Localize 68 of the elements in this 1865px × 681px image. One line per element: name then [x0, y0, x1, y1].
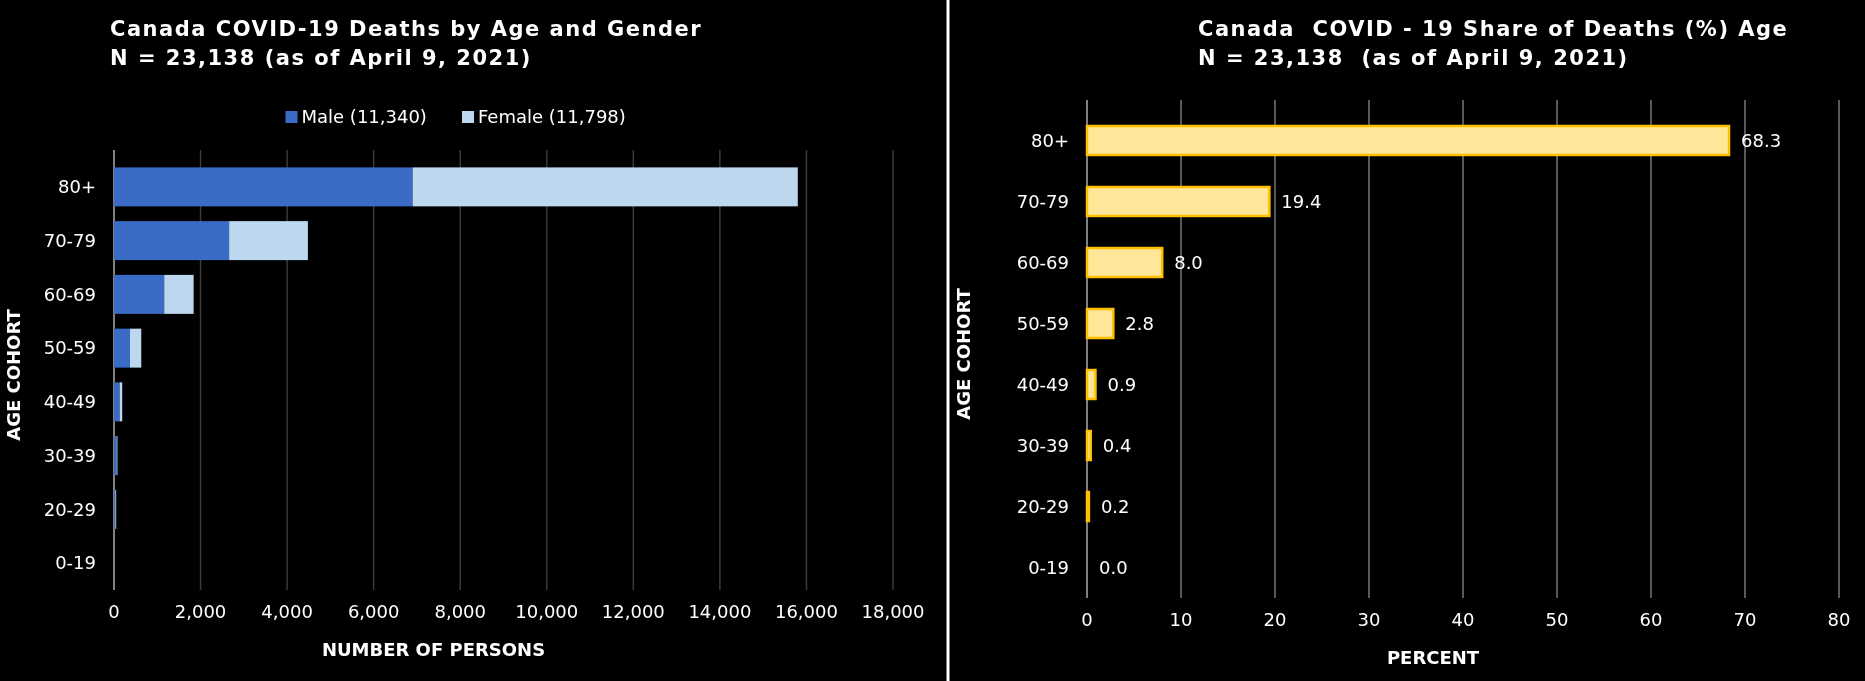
text: 0.4: [1102, 434, 1132, 456]
bar: [412, 167, 798, 207]
text: 0.2: [1100, 495, 1130, 517]
y-tick-label: 50-59: [1016, 312, 1069, 334]
text: 2.8: [1125, 312, 1154, 334]
bar: [1085, 185, 1271, 218]
bar: [114, 328, 131, 368]
x-tick-label: 80: [1827, 609, 1851, 630]
y-tick-label: 70-79: [1016, 190, 1069, 212]
text: 68.3: [1741, 129, 1782, 151]
chart-title: Canada COVID - 19 Share of Deaths (%) Age: [1198, 17, 1789, 41]
y-tick-label: 50-59: [43, 337, 96, 359]
y-axis-title: AGE COHORT: [3, 308, 24, 441]
x-tick-label: 50: [1545, 609, 1569, 630]
bar: [114, 382, 120, 422]
y-tick-label: 40-49: [43, 391, 96, 413]
text: 19.4: [1281, 190, 1322, 212]
x-axis-title: PERCENT: [1386, 647, 1480, 668]
y-axis-title: AGE COHORT: [953, 287, 974, 420]
y-tick-label: 80+: [1031, 129, 1069, 151]
bar: [1085, 368, 1097, 401]
bar: [1085, 124, 1731, 157]
legend-label: Female (11,798): [478, 106, 626, 128]
x-tick-label: 20: [1263, 609, 1287, 630]
y-tick-label: 80+: [58, 176, 96, 198]
text: 8.0: [1174, 251, 1203, 273]
x-tick-label: 18,000: [861, 601, 925, 622]
y-tick-label: 0-19: [1028, 556, 1069, 578]
chart-title: Canada COVID-19 Deaths by Age and Gender: [110, 17, 703, 41]
x-tick-label: 60: [1639, 609, 1663, 630]
y-tick-label: 30-39: [1016, 434, 1069, 456]
y-tick-label: 20-29: [43, 498, 96, 520]
x-axis-title: NUMBER OF PERSONS: [321, 639, 546, 660]
bar: [1085, 246, 1164, 279]
y-tick-label: 20-29: [1016, 495, 1069, 517]
x-tick-label: 0: [108, 601, 120, 622]
x-tick-label: 16,000: [774, 601, 838, 622]
bar: [130, 328, 142, 368]
bar: [1085, 307, 1115, 340]
bar: [114, 274, 165, 314]
chart-subtitle: N = 23,138 (as of April 9, 2021): [110, 46, 532, 70]
y-tick-label: 0-19: [55, 552, 96, 574]
x-tick-label: 2,000: [174, 601, 227, 622]
x-tick-label: 10,000: [515, 601, 579, 622]
x-tick-label: 40: [1451, 609, 1475, 630]
y-tick-label: 40-49: [1016, 373, 1069, 395]
text: 0.9: [1107, 373, 1137, 395]
text: 0.0: [1099, 556, 1128, 578]
x-tick-label: 12,000: [601, 601, 665, 622]
x-tick-label: 70: [1733, 609, 1757, 630]
x-tick-label: 0: [1081, 609, 1093, 630]
y-tick-label: 60-69: [1016, 251, 1069, 273]
bar: [164, 274, 194, 314]
y-tick-label: 70-79: [43, 229, 96, 251]
x-tick-label: 10: [1169, 609, 1193, 630]
bar: [114, 221, 230, 261]
legend-label: Male (11,340): [301, 106, 427, 128]
bar: [1085, 429, 1093, 462]
x-tick-label: 4,000: [261, 601, 313, 622]
x-tick-label: 14,000: [688, 601, 752, 622]
x-tick-label: 8,000: [434, 601, 486, 622]
chart-subtitle: N = 23,138 (as of April 9, 2021): [1198, 46, 1629, 70]
y-tick-label: 30-39: [43, 444, 96, 466]
x-tick-label: 6,000: [347, 601, 400, 622]
y-tick-label: 60-69: [43, 283, 96, 305]
bar: [229, 221, 308, 261]
x-tick-label: 30: [1357, 609, 1381, 630]
bar: [114, 167, 413, 207]
